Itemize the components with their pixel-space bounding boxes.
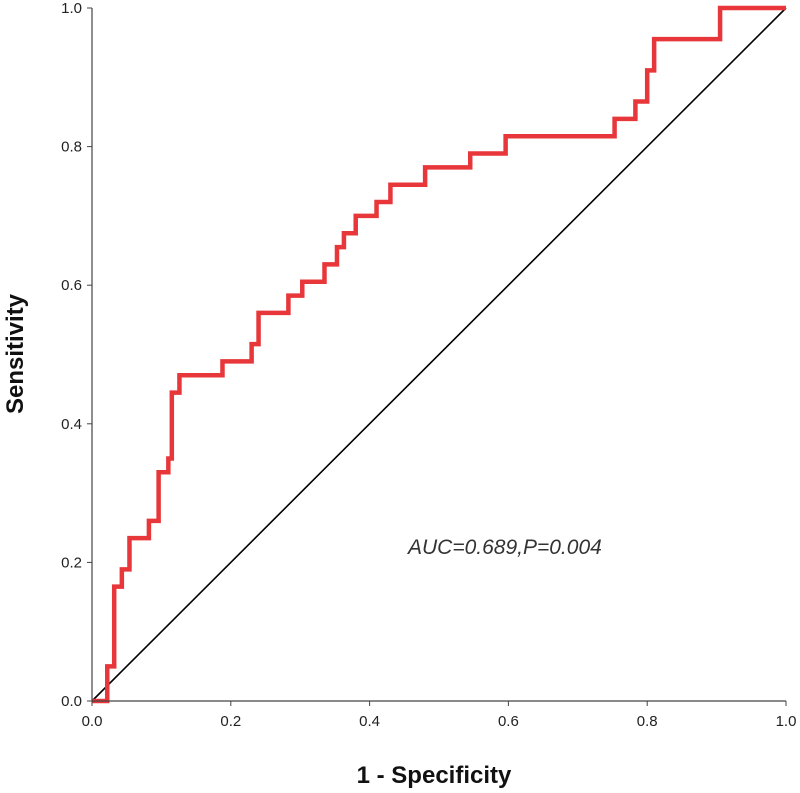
plot-area bbox=[91, 5, 787, 704]
x-tick-label: 0.4 bbox=[359, 713, 380, 730]
y-tick-label: 0.8 bbox=[61, 139, 82, 156]
x-tick-label: 0.0 bbox=[82, 713, 103, 730]
x-tick-label: 0.8 bbox=[637, 713, 658, 730]
x-tick-label: 0.2 bbox=[220, 713, 241, 730]
y-tick-label: 0.6 bbox=[61, 277, 82, 294]
roc-curve-line bbox=[92, 5, 786, 704]
reference-diagonal-line bbox=[91, 7, 787, 702]
x-tick-label: 1.0 bbox=[776, 713, 797, 730]
y-tick-label: 0.4 bbox=[61, 416, 82, 433]
x-tick-label: 0.6 bbox=[498, 713, 519, 730]
x-axis-title: 1 - Specificity bbox=[357, 762, 512, 789]
auc-annotation: AUC=0.689,P=0.004 bbox=[406, 536, 602, 559]
y-tick-label: 0.0 bbox=[61, 693, 82, 710]
y-axis-title: Sensitivity bbox=[2, 293, 29, 414]
y-tick-label: 1.0 bbox=[61, 0, 82, 17]
y-tick-label: 0.2 bbox=[61, 554, 82, 571]
tick-group: 0.0 0.2 0.4 0.6 0.8 1.0 0.0 0.2 0.4 0.6 0.8 1.0 bbox=[61, 0, 796, 730]
